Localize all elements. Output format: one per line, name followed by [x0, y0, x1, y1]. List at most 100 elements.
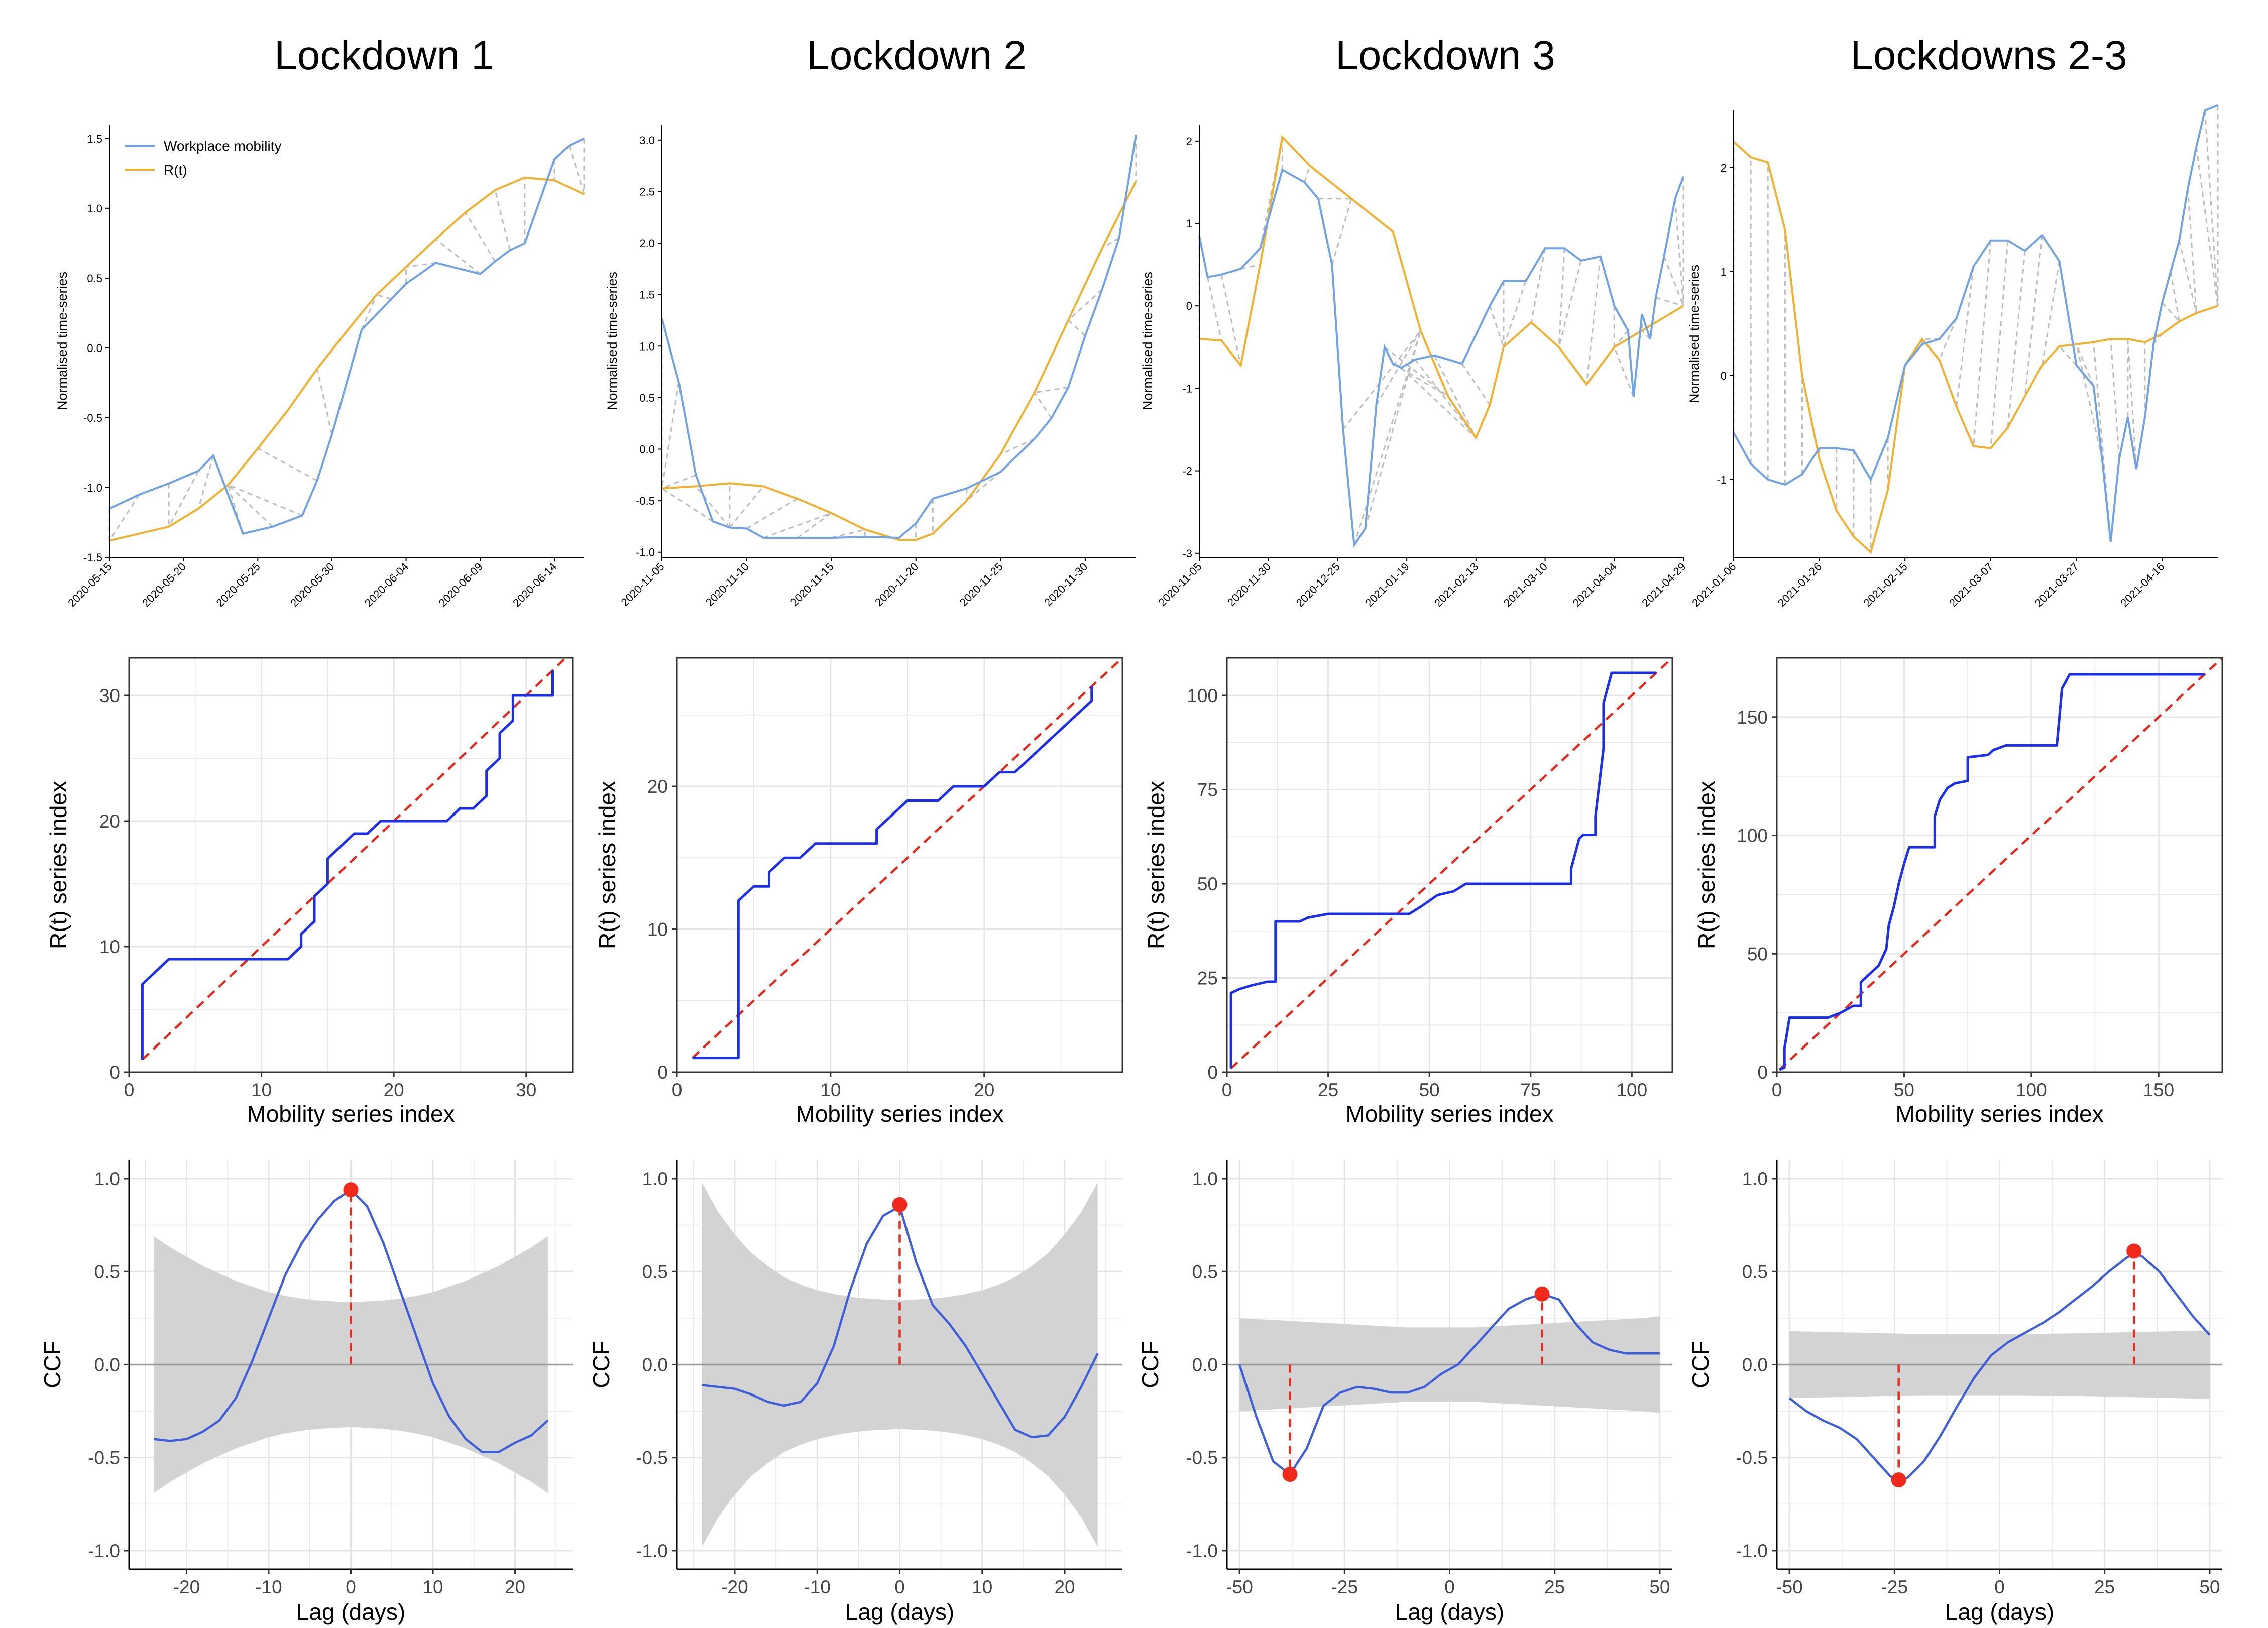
warping-path: [692, 686, 1093, 1060]
warp-link: [1530, 248, 1546, 323]
x-tick-label: 100: [2016, 1080, 2047, 1100]
y-axis-title: CCF: [1687, 1341, 1714, 1388]
y-axis-title: R(t) series index: [594, 781, 620, 949]
warp-link: [168, 470, 199, 527]
x-axis-title: Mobility series index: [796, 1101, 1003, 1127]
x-tick-label: 100: [1616, 1080, 1647, 1100]
y-tick-label: -0.5: [83, 412, 102, 424]
plot-frame: [676, 657, 1123, 1073]
warp-link: [1433, 355, 1477, 438]
y-axis-title: Normalised time-series: [55, 272, 70, 410]
warp-link: [228, 484, 303, 516]
warp-link: [1342, 330, 1421, 430]
peak-marker: [1891, 1472, 1906, 1488]
y-tick-label: -1.0: [636, 1541, 668, 1561]
y-tick-label: 100: [1737, 826, 1768, 846]
warp-link: [1614, 330, 1629, 348]
x-tick-label: 2020-11-30: [1042, 560, 1090, 609]
warp-link: [1353, 330, 1422, 545]
warp-link: [108, 494, 140, 541]
warp-link: [228, 484, 273, 527]
x-tick-label: 25: [2094, 1577, 2115, 1597]
warp-link: [2093, 342, 2112, 542]
peak-marker: [343, 1182, 359, 1198]
warp-link: [2024, 235, 2043, 397]
x-tick-label: 50: [1649, 1577, 1670, 1597]
y-tick-label: 0.5: [87, 272, 102, 285]
warp-link: [1585, 256, 1602, 385]
y-tick-label: 100: [1187, 685, 1218, 706]
warp-link: [1956, 266, 1975, 407]
y-tick-label: 0.0: [94, 1355, 120, 1375]
warping-path: [1229, 671, 1656, 1069]
x-tick-label: 25: [1544, 1577, 1565, 1597]
warp-link: [966, 471, 1001, 502]
x-tick-label: 150: [2143, 1080, 2174, 1100]
x-tick-label: 2021-03-07: [1947, 560, 1995, 609]
y-tick-label: 50: [1197, 874, 1218, 894]
y-tick-label: -1.0: [1186, 1541, 1218, 1561]
x-tick-label: 0: [672, 1080, 683, 1100]
warp-link: [569, 145, 585, 195]
x-tick-label: 2020-11-20: [872, 560, 921, 609]
warp-link: [376, 294, 392, 300]
x-tick-label: 2020-11-05: [618, 560, 666, 609]
warp-link: [1939, 318, 1957, 361]
warp-link: [2110, 339, 2120, 459]
warp-link: [1068, 319, 1086, 336]
warp-link: [661, 488, 713, 522]
warp-link: [2204, 110, 2219, 306]
y-tick-label: 0: [1757, 1062, 1768, 1083]
x-tick-label: 2021-03-10: [1501, 560, 1550, 609]
warp-link: [1990, 240, 2009, 448]
y-tick-label: 10: [647, 919, 668, 940]
warp-link: [661, 474, 696, 489]
x-tick-label: 25: [1318, 1080, 1338, 1100]
warp-link: [1101, 237, 1120, 249]
warp-link: [746, 498, 798, 529]
y-tick-label: 0.5: [1742, 1261, 1768, 1282]
peak-marker: [1282, 1467, 1298, 1482]
x-tick-label: 2020-06-04: [362, 560, 411, 609]
y-tick-label: -0.5: [1186, 1448, 1218, 1468]
y-tick-label: 0: [109, 1062, 120, 1083]
warping-path: [141, 670, 554, 1060]
warp-link: [1365, 330, 1422, 529]
y-tick-label: 0.0: [1742, 1355, 1768, 1375]
x-tick-label: 2020-11-15: [788, 560, 836, 609]
x-axis-title: Mobility series index: [247, 1101, 455, 1127]
x-tick-label: 20: [505, 1577, 525, 1597]
y-tick-label: 0: [1721, 370, 1727, 382]
y-tick-label: -0.5: [636, 1448, 668, 1468]
warp-link: [197, 455, 214, 509]
y-tick-label: -0.5: [88, 1448, 120, 1468]
y-tick-label: 50: [1747, 944, 1768, 964]
x-tick-label: 2020-11-10: [703, 560, 751, 609]
y-tick-label: 0.5: [639, 392, 655, 404]
y-tick-label: 0: [1207, 1062, 1218, 1083]
y-tick-label: 1: [1186, 217, 1192, 230]
warp-link: [2161, 302, 2180, 322]
warp-link: [1034, 392, 1052, 419]
x-tick-label: 0: [124, 1080, 135, 1100]
x-axis-title: Lag (days): [1945, 1599, 2054, 1625]
x-tick-label: -25: [1881, 1577, 1908, 1597]
warp-link: [1207, 277, 1222, 341]
warp-link: [1220, 274, 1242, 366]
x-tick-label: 2020-05-30: [288, 560, 336, 609]
plot-frame: [1226, 657, 1673, 1073]
y-tick-label: 20: [647, 776, 668, 797]
plot-frame: [1776, 657, 2223, 1073]
warp-link: [465, 212, 496, 262]
y-tick-label: 1.5: [87, 133, 102, 145]
x-tick-label: 2021-03-27: [2032, 560, 2081, 609]
y-axis-title: R(t) series index: [45, 781, 71, 949]
y-axis-title: Normalised time-series: [1140, 272, 1155, 410]
y-tick-label: 1.0: [639, 340, 655, 353]
warp-link: [1401, 367, 1477, 439]
warping-path: [1779, 673, 2205, 1071]
x-tick-label: 10: [422, 1577, 443, 1597]
y-tick-label: -1.0: [88, 1541, 120, 1561]
warp-link: [2170, 271, 2180, 322]
